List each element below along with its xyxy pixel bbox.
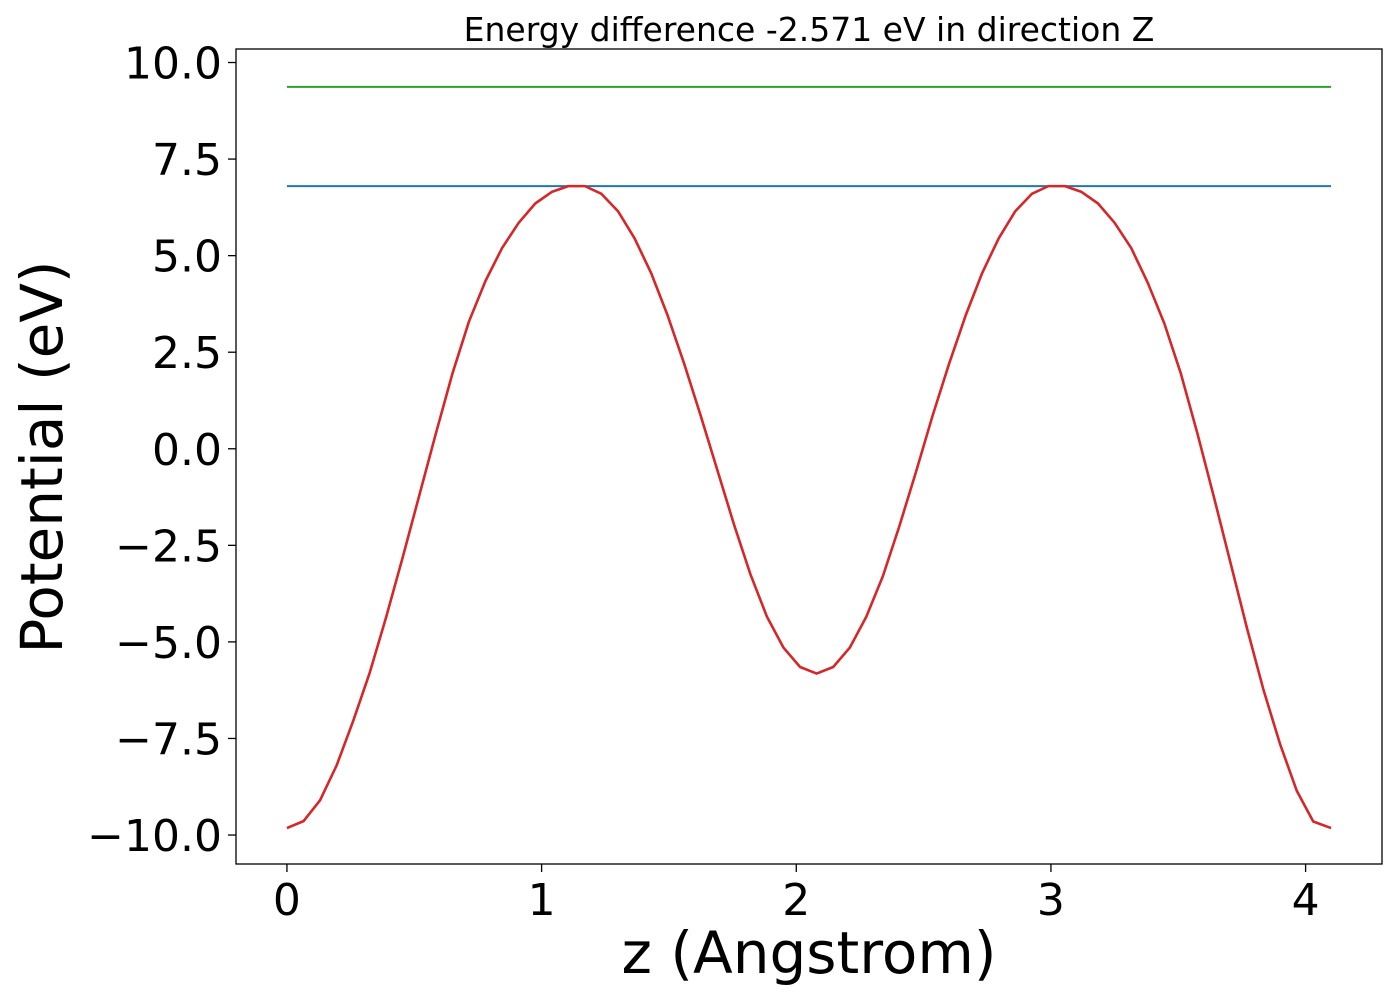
y-tick-label: 10.0 [124,39,222,90]
x-axis-ticks: 0 1 2 3 4 [273,864,1320,926]
x-tick-label: 0 [273,875,301,926]
y-tick-label: −10.0 [87,811,222,862]
y-axis-label: Potential (eV) [8,260,76,653]
y-tick-label: −2.5 [115,521,222,572]
y-tick-label: 7.5 [152,135,222,186]
y-tick-label: −5.0 [115,618,222,669]
chart-title: Energy difference -2.571 eV in direction… [464,10,1155,49]
y-tick-label: −7.5 [115,714,222,765]
x-tick-label: 1 [528,875,556,926]
y-tick-label: 5.0 [152,232,222,283]
x-tick-label: 2 [782,875,810,926]
series-line-3 [286,184,1332,830]
x-axis-label: z (Angstrom) [622,919,997,987]
x-tick-label: 3 [1037,875,1065,926]
series-layer [286,85,1332,830]
y-tick-label: 2.5 [152,328,222,379]
y-axis-ticks: 10.0 7.5 5.0 2.5 0.0 −2.5 −5.0 −7.5 −10.0 [87,39,236,862]
plot-area-frame [235,48,1383,865]
x-tick-label: 4 [1292,875,1320,926]
y-tick-label: 0.0 [152,425,222,476]
